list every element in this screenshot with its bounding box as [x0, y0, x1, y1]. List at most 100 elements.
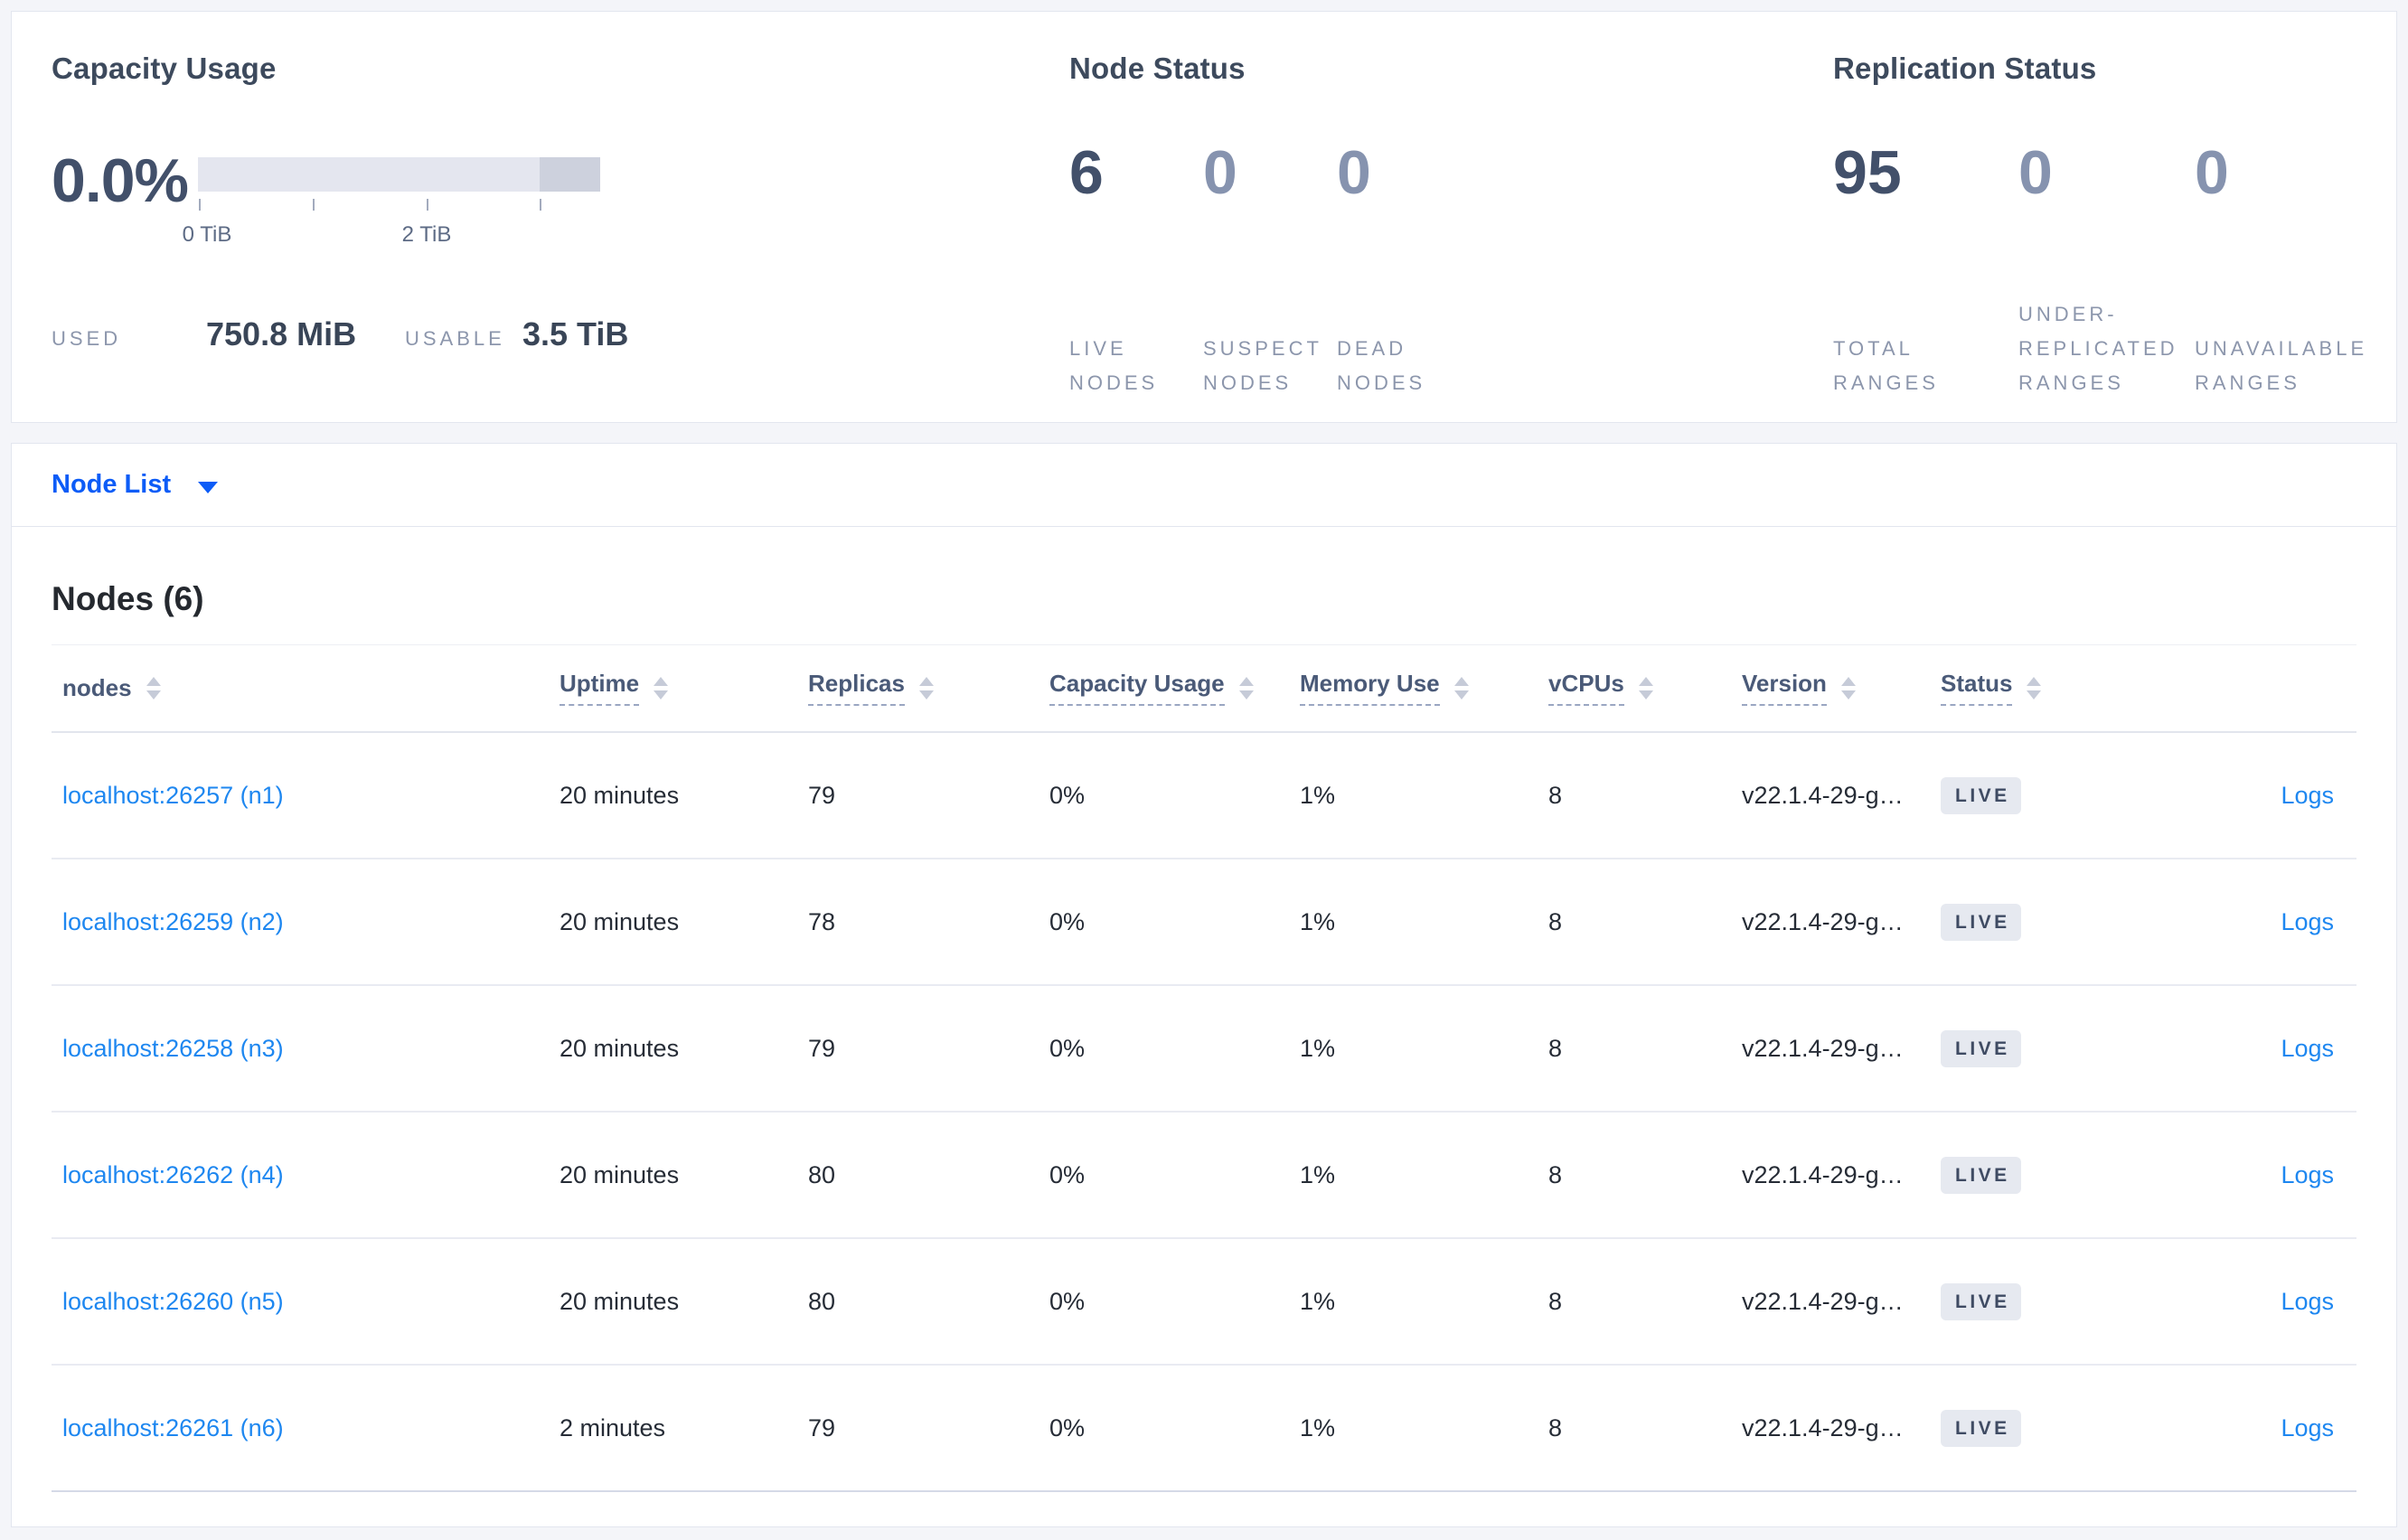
sort-icon [654, 677, 669, 700]
version-cell: v22.1.4-29-g… [1742, 1034, 1904, 1062]
capacity-bar-track [198, 157, 600, 192]
under-replicated-count: 0 [2018, 138, 2053, 207]
dead-nodes-label: DEAD NODES [1337, 337, 1426, 394]
status-badge: LIVE [1941, 903, 2021, 941]
used-label: USED [52, 327, 122, 350]
node-link[interactable]: localhost:26261 (n6) [62, 1413, 284, 1441]
total-ranges-label: TOTAL RANGES [1833, 337, 1939, 394]
vcpus-cell: 8 [1548, 1287, 1563, 1315]
view-selector-dropdown[interactable]: Node List [12, 444, 2396, 527]
uptime-cell: 20 minutes [560, 1160, 680, 1188]
axis-tick-label: 0 TiB [182, 222, 232, 247]
sort-icon [918, 677, 934, 700]
sort-icon [1453, 677, 1469, 700]
replication-values: 95 0 0 [1833, 142, 2408, 203]
version-cell: v22.1.4-29-g… [1742, 907, 1904, 935]
sort-icon [1638, 677, 1653, 700]
column-header-replicas[interactable]: Replicas [808, 671, 1049, 706]
capacity-cell: 0% [1049, 781, 1086, 809]
table-row-n5: localhost:26260 (n5) 20 minutes 80 0% 1%… [52, 1239, 2356, 1366]
column-header-status[interactable]: Status [1941, 671, 2126, 706]
capacity-percent-value: 0.0% [52, 146, 189, 215]
vcpus-cell: 8 [1548, 781, 1563, 809]
capacity-cell: 0% [1049, 1413, 1086, 1441]
sort-icon [1238, 677, 1254, 700]
memory-cell: 1% [1300, 1034, 1336, 1062]
memory-cell: 1% [1300, 907, 1336, 935]
uptime-cell: 20 minutes [560, 1034, 680, 1062]
axis-tick [199, 199, 201, 211]
node-link[interactable]: localhost:26260 (n5) [62, 1287, 284, 1315]
axis-tick [313, 199, 315, 211]
section-divider [52, 644, 2356, 645]
memory-cell: 1% [1300, 1413, 1336, 1441]
replication-status-title: Replication Status [1833, 52, 2097, 85]
usable-value: 3.5 TiB [522, 315, 629, 352]
total-ranges-count: 95 [1833, 138, 1902, 207]
chevron-down-icon [198, 482, 219, 493]
suspect-nodes-label: SUSPECT NODES [1203, 337, 1322, 394]
column-header-memory-use[interactable]: Memory Use [1300, 671, 1548, 706]
column-header-vcpus[interactable]: vCPUs [1548, 671, 1742, 706]
column-header-uptime[interactable]: Uptime [560, 671, 808, 706]
table-row-n4: localhost:26262 (n4) 20 minutes 80 0% 1%… [52, 1113, 2356, 1239]
node-status-values: 6 0 0 [1069, 142, 1471, 203]
capacity-usage-title: Capacity Usage [52, 52, 277, 85]
under-replicated-label: UNDER-REPLICATED RANGES [2018, 303, 2178, 394]
dead-nodes-count: 0 [1337, 138, 1371, 207]
vcpus-cell: 8 [1548, 1034, 1563, 1062]
capacity-usage-section: Capacity Usage 0.0% 0 TiB 2 TiB USED 750… [52, 52, 1069, 422]
axis-tick-label: 2 TiB [401, 222, 452, 247]
column-header-capacity-usage[interactable]: Capacity Usage [1049, 671, 1300, 706]
table-row-n1: localhost:26257 (n1) 20 minutes 79 0% 1%… [52, 733, 2356, 859]
nodes-table-section: Nodes (6) nodes Uptime Replicas Capacity… [12, 581, 2396, 1492]
replicas-cell: 80 [808, 1287, 836, 1315]
logs-link[interactable]: Logs [2281, 1160, 2334, 1188]
node-link[interactable]: localhost:26262 (n4) [62, 1160, 284, 1188]
axis-tick [427, 199, 428, 211]
live-nodes-label: LIVE NODES [1069, 337, 1159, 394]
unavailable-count: 0 [2195, 138, 2229, 207]
cluster-overview-card: Capacity Usage 0.0% 0 TiB 2 TiB USED 750… [11, 11, 2397, 423]
sort-icon [2027, 677, 2042, 700]
replication-status-section: Replication Status 95 0 0 TOTAL RANGES U… [1833, 52, 2364, 422]
node-status-title: Node Status [1069, 52, 1246, 85]
node-link[interactable]: localhost:26258 (n3) [62, 1034, 284, 1062]
logs-link[interactable]: Logs [2281, 1034, 2334, 1062]
logs-link[interactable]: Logs [2281, 1287, 2334, 1315]
uptime-cell: 20 minutes [560, 781, 680, 809]
capacity-stats-row: USED 750.8 MiB USABLE 3.5 TiB [52, 315, 628, 353]
replicas-cell: 80 [808, 1160, 836, 1188]
memory-cell: 1% [1300, 1287, 1336, 1315]
suspect-nodes-count: 0 [1203, 138, 1237, 207]
version-cell: v22.1.4-29-g… [1742, 1413, 1904, 1441]
capacity-cell: 0% [1049, 907, 1086, 935]
node-list-card: Node List Nodes (6) nodes Uptime Replica… [11, 443, 2397, 1527]
memory-cell: 1% [1300, 1160, 1336, 1188]
view-selector-label: Node List [52, 470, 172, 499]
status-badge: LIVE [1941, 1029, 2021, 1067]
memory-cell: 1% [1300, 781, 1336, 809]
logs-link[interactable]: Logs [2281, 1413, 2334, 1441]
replication-labels: TOTAL RANGES UNDER-REPLICATED RANGES UNA… [1833, 259, 2408, 400]
replicas-cell: 78 [808, 907, 836, 935]
used-value: 750.8 MiB [206, 315, 357, 352]
status-badge: LIVE [1941, 1409, 2021, 1447]
status-badge: LIVE [1941, 1282, 2021, 1320]
column-header-version[interactable]: Version [1742, 671, 1941, 706]
uptime-cell: 2 minutes [560, 1413, 666, 1441]
replicas-cell: 79 [808, 1034, 836, 1062]
logs-link[interactable]: Logs [2281, 907, 2334, 935]
node-link[interactable]: localhost:26257 (n1) [62, 781, 284, 809]
sort-icon [1840, 677, 1856, 700]
node-link[interactable]: localhost:26259 (n2) [62, 907, 284, 935]
capacity-cell: 0% [1049, 1287, 1086, 1315]
table-header-row: nodes Uptime Replicas Capacity Usage Mem… [52, 645, 2356, 733]
table-row-n6: localhost:26261 (n6) 2 minutes 79 0% 1% … [52, 1366, 2356, 1492]
capacity-usage-bar: 0 TiB 2 TiB [183, 157, 600, 275]
column-header-nodes[interactable]: nodes [52, 675, 560, 701]
logs-link[interactable]: Logs [2281, 781, 2334, 809]
vcpus-cell: 8 [1548, 1413, 1563, 1441]
vcpus-cell: 8 [1548, 1160, 1563, 1188]
replicas-cell: 79 [808, 781, 836, 809]
